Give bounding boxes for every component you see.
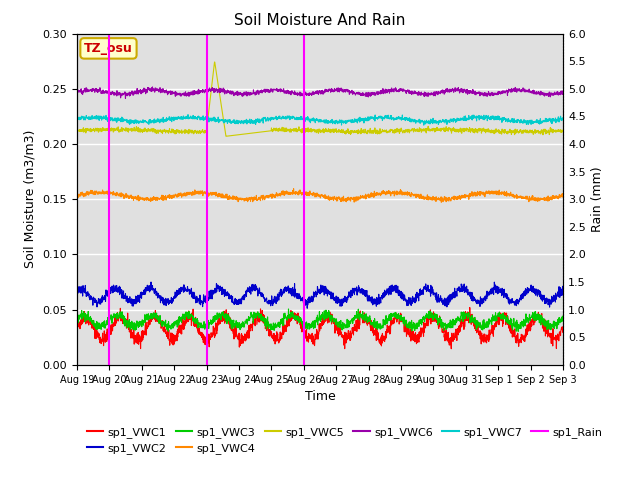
Y-axis label: Rain (mm): Rain (mm) — [591, 167, 604, 232]
Legend: sp1_VWC1, sp1_VWC2, sp1_VWC3, sp1_VWC4, sp1_VWC5, sp1_VWC6, sp1_VWC7, sp1_Rain: sp1_VWC1, sp1_VWC2, sp1_VWC3, sp1_VWC4, … — [83, 422, 607, 458]
Text: TZ_osu: TZ_osu — [84, 42, 133, 55]
X-axis label: Time: Time — [305, 390, 335, 403]
Y-axis label: Soil Moisture (m3/m3): Soil Moisture (m3/m3) — [24, 130, 36, 268]
Title: Soil Moisture And Rain: Soil Moisture And Rain — [234, 13, 406, 28]
